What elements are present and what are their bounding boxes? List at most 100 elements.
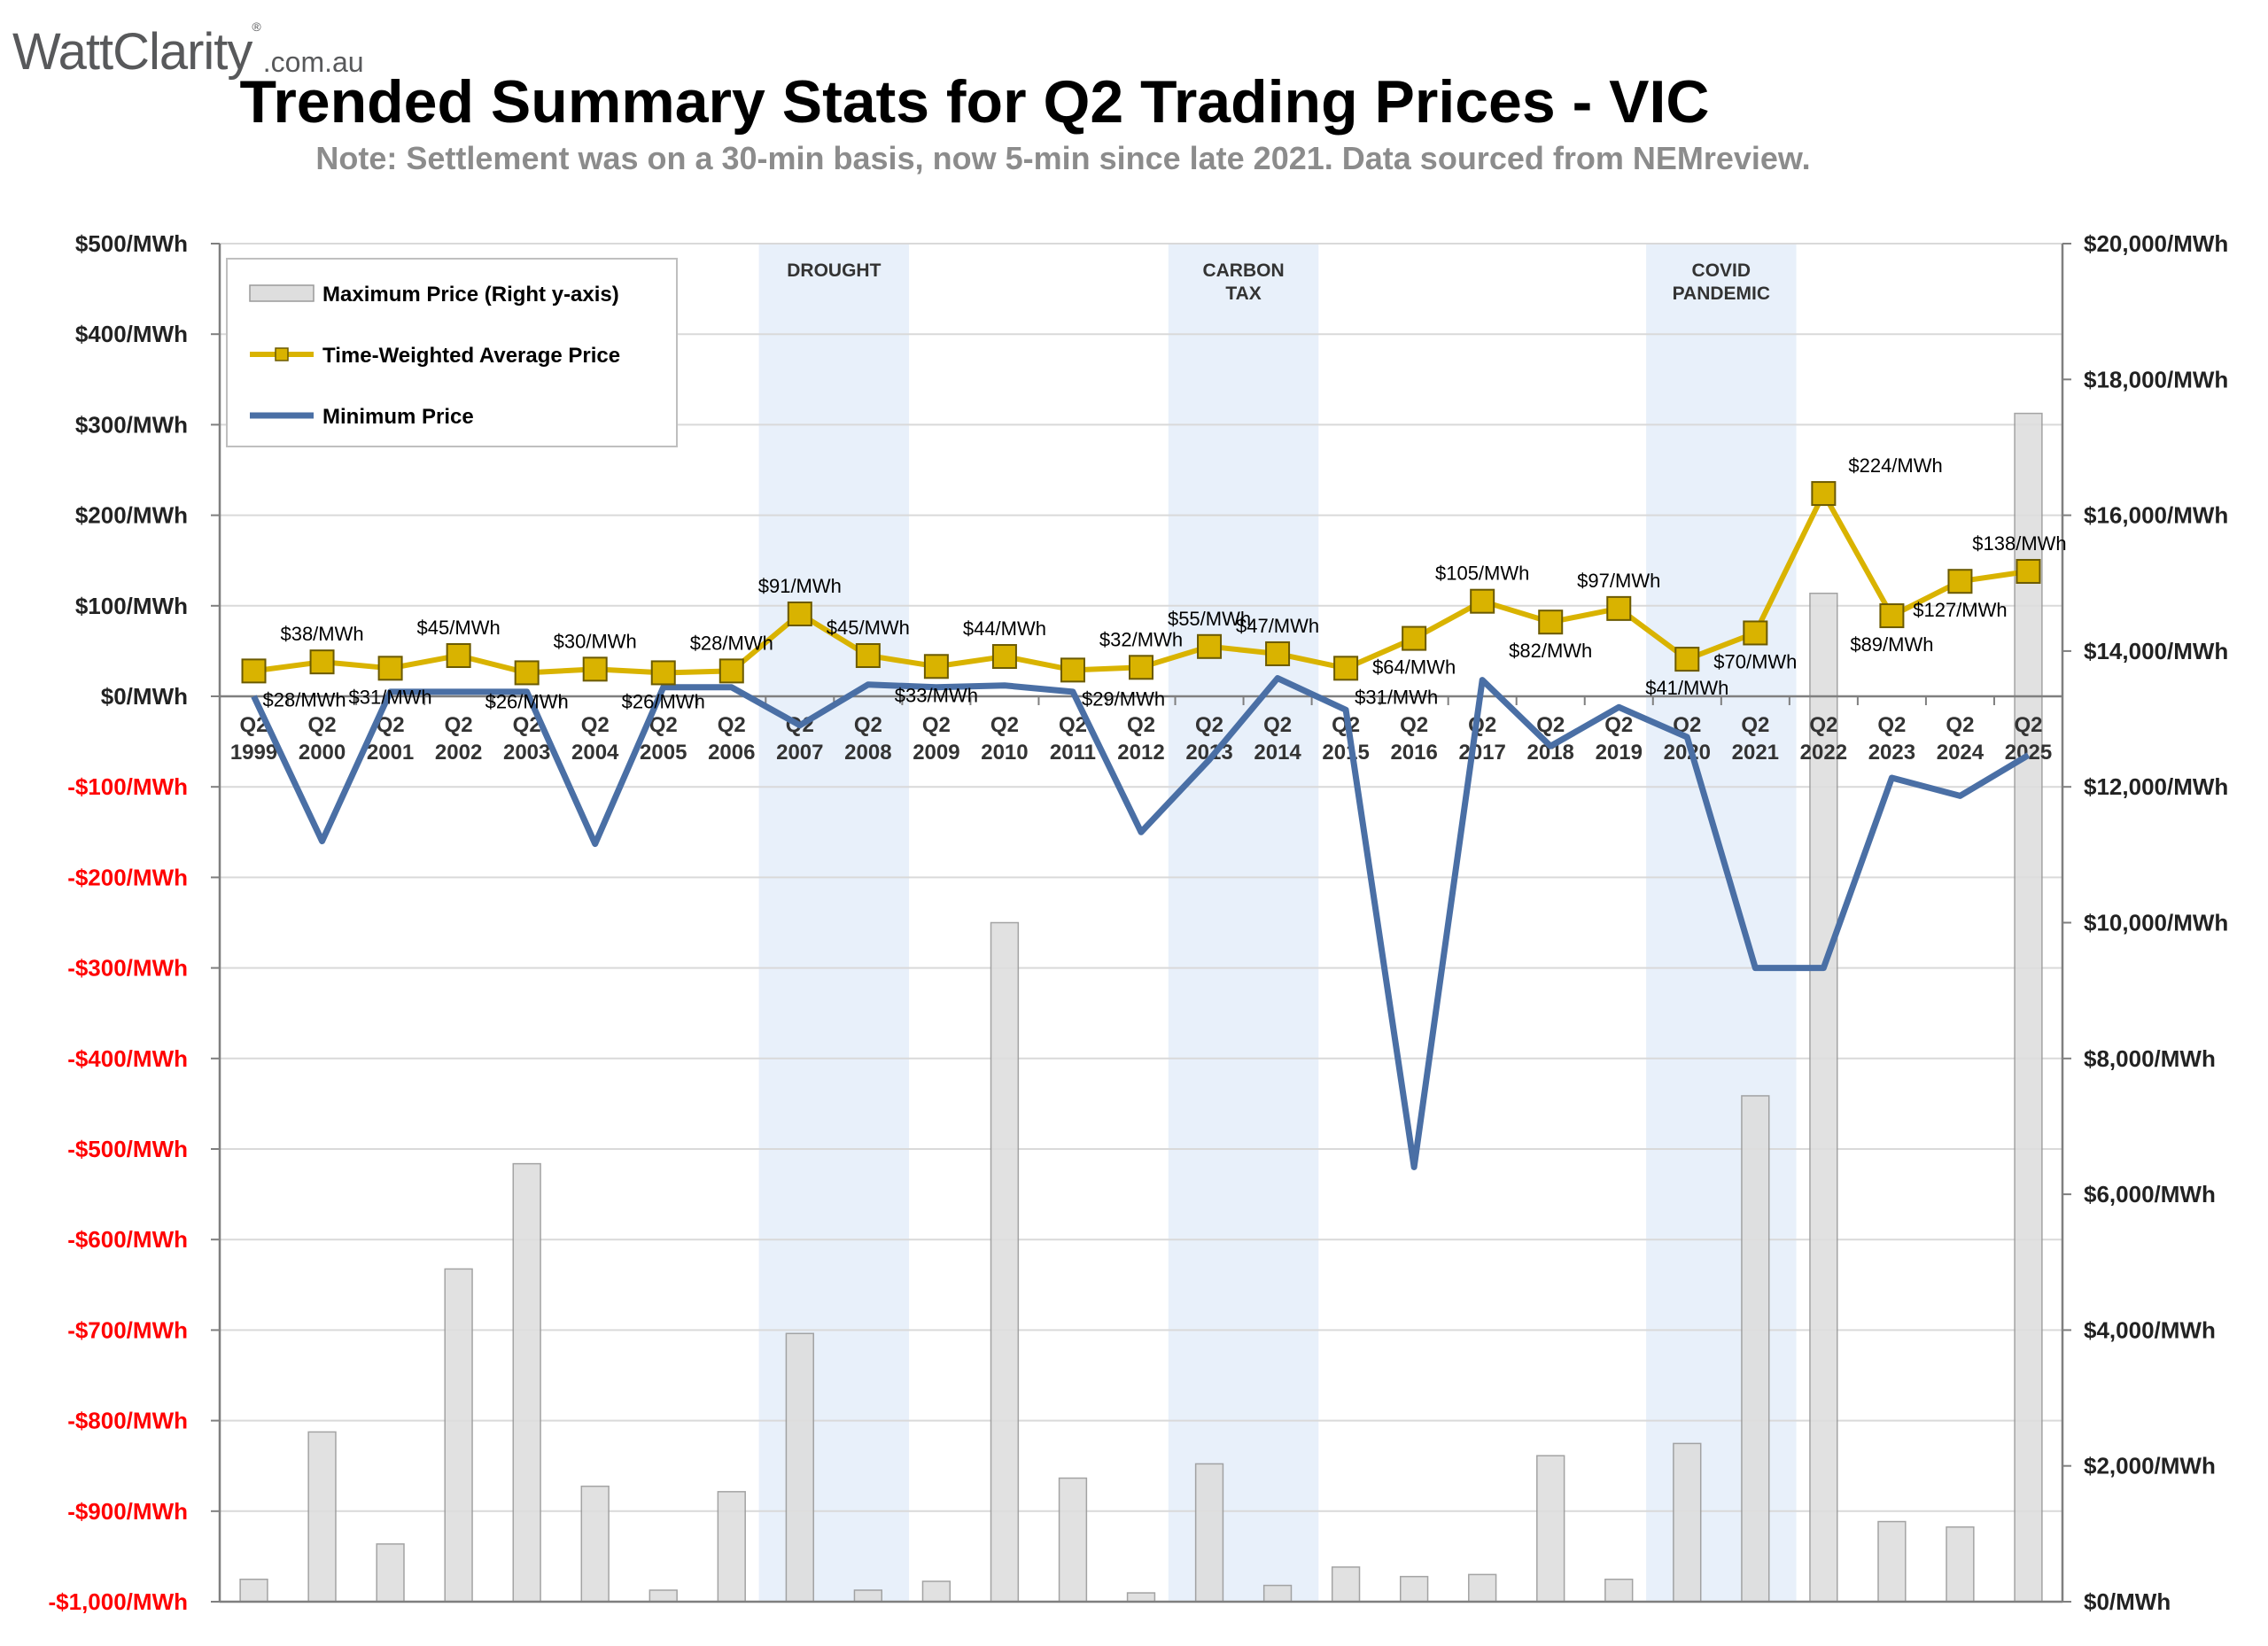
x-tick-label: Q2: [1195, 713, 1223, 737]
x-tick-label: 2001: [367, 741, 414, 765]
avg-price-data-label: $29/MWh: [1082, 687, 1165, 710]
x-tick-label: Q2: [1263, 713, 1292, 737]
axes: [211, 243, 2071, 1603]
highlight-band: [1646, 244, 1797, 1602]
x-tick-label: Q2: [1741, 713, 1769, 737]
x-tick-label: 2025: [2005, 741, 2052, 765]
data-labels: $28/MWh $38/MWh $31/MWh $45/MWh $26/MWh $30/M…: [263, 454, 2067, 712]
max-price-bar: [307, 1431, 337, 1603]
avg-price-data-label: $41/MWh: [1645, 677, 1728, 699]
avg-price-data-label: $47/MWh: [1236, 615, 1319, 637]
avg-price-marker: [1743, 620, 1768, 646]
x-tick-label: Q2: [990, 713, 1019, 737]
x-tick-label: 2003: [503, 741, 550, 765]
avg-price-data-label: $28/MWh: [690, 632, 773, 654]
max-price-bar: [1331, 1566, 1361, 1603]
avg-price-data-label: $55/MWh: [1168, 608, 1251, 630]
max-price-bar: [1946, 1526, 1975, 1603]
right-y-tick-label: $2,000/MWh: [2084, 1453, 2216, 1479]
x-tick-label: Q2: [1877, 713, 1906, 737]
right-y-tick-label: $14,000/MWh: [2084, 638, 2228, 664]
max-price-bar: [717, 1491, 746, 1603]
right-y-tick-label: $0/MWh: [2084, 1588, 2171, 1615]
avg-price-data-label: $26/MWh: [485, 690, 569, 712]
max-price-bar: [1399, 1575, 1429, 1603]
x-tick-label: 2014: [1254, 741, 1301, 765]
right-y-tick-label: $18,000/MWh: [2084, 366, 2228, 392]
x-tick-label: 2011: [1050, 741, 1096, 765]
avg-price-data-label: $28/MWh: [263, 688, 346, 710]
x-tick-label: 2009: [913, 741, 959, 765]
x-tick-label: Q2: [1809, 713, 1837, 737]
legend-label-min: Minimum Price: [322, 405, 474, 429]
left-y-tick-label: -$600/MWh: [67, 1226, 188, 1253]
avg-price-marker: [1606, 595, 1632, 621]
x-tick-label: 1999: [230, 741, 277, 765]
x-tick-label: 2019: [1596, 741, 1643, 765]
avg-price-marker: [1947, 569, 1973, 594]
avg-price-data-label: $97/MWh: [1577, 570, 1660, 592]
legend-avg-marker-swatch: [275, 347, 289, 361]
max-price-bar: [1604, 1578, 1634, 1603]
x-tick-label: 2022: [1800, 741, 1847, 765]
avg-price-data-label: $31/MWh: [1355, 686, 1438, 708]
max-price-bar: [512, 1162, 541, 1603]
legend-label-avg: Time-Weighted Average Price: [322, 344, 620, 368]
avg-price-data-label: $224/MWh: [1848, 454, 1942, 477]
band-label: COVID: [1692, 260, 1751, 281]
avg-price-data-label: $70/MWh: [1713, 650, 1797, 672]
right-y-tick-label: $4,000/MWh: [2084, 1316, 2216, 1343]
right-y-tick-label: $20,000/MWh: [2084, 230, 2228, 257]
series-lines: [241, 481, 2041, 1170]
left-y-tick-label: -$700/MWh: [67, 1316, 188, 1343]
max-price-bar: [1262, 1584, 1293, 1603]
left-y-tick-label: $0/MWh: [101, 683, 188, 710]
avg-price-marker: [991, 644, 1017, 670]
avg-price-marker: [1333, 656, 1359, 681]
max-price-bar: [1536, 1455, 1565, 1603]
avg-price-data-label: $82/MWh: [1509, 640, 1592, 662]
min-price-line: [251, 675, 2031, 1170]
max-price-bar: [1126, 1592, 1156, 1603]
x-tick-label: 2002: [435, 741, 482, 765]
x-tick-label: 2008: [844, 741, 891, 765]
right-y-tick-label: $16,000/MWh: [2084, 502, 2228, 529]
x-tick-label: 2015: [1322, 741, 1369, 765]
x-tick-label: 2021: [1732, 741, 1779, 765]
x-tick-label: 2007: [776, 741, 823, 765]
logo-domain: .com.au: [262, 46, 364, 78]
x-tick-label: Q2: [649, 713, 678, 737]
max-price-bar: [853, 1589, 883, 1603]
x-tick-label: 2004: [571, 741, 619, 765]
x-tick-label: 2000: [299, 741, 346, 765]
avg-price-marker: [855, 643, 881, 669]
x-tick-label: 2006: [708, 741, 755, 765]
x-tick-label: 2023: [1868, 741, 1915, 765]
avg-price-marker: [1470, 588, 1495, 614]
avg-price-marker: [1538, 609, 1564, 635]
avg-price-data-label: $105/MWh: [1435, 563, 1529, 585]
x-tick-label: 2010: [981, 741, 1028, 765]
avg-price-marker: [377, 656, 403, 681]
avg-price-data-label: $45/MWh: [417, 617, 501, 639]
max-price-bar: [239, 1578, 268, 1603]
x-tick-label: 2005: [640, 741, 687, 765]
x-tick-label: 2016: [1390, 741, 1437, 765]
avg-price-marker: [2016, 558, 2041, 584]
band-label: CARBON: [1202, 260, 1284, 281]
avg-price-marker: [1402, 625, 1427, 651]
max-price-bar: [1194, 1463, 1224, 1603]
avg-price-data-label: $89/MWh: [1850, 633, 1933, 656]
avg-price-marker: [1197, 633, 1223, 659]
left-y-tick-label: -$1,000/MWh: [49, 1588, 189, 1615]
left-y-tick-label: -$400/MWh: [67, 1045, 188, 1072]
max-price-bar: [1741, 1095, 1770, 1603]
avg-price-data-label: $26/MWh: [622, 690, 705, 712]
x-tick-label: Q2: [2014, 713, 2042, 737]
left-y-tick-label: -$900/MWh: [67, 1498, 188, 1525]
avg-price-data-label: $127/MWh: [1913, 599, 2007, 621]
max-price-bar: [1468, 1573, 1497, 1603]
max-price-bar: [2014, 412, 2043, 1603]
